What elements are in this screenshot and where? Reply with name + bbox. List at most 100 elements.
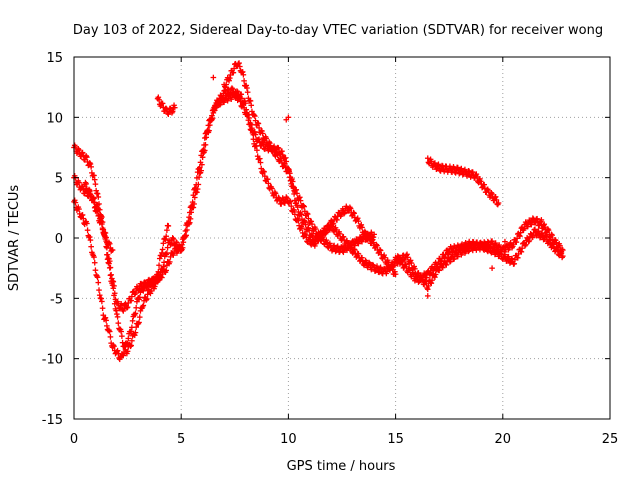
data-point <box>443 262 450 268</box>
data-point <box>485 188 492 194</box>
data-point <box>373 241 380 248</box>
data-point <box>438 259 445 265</box>
data-point <box>131 332 138 339</box>
data-point <box>353 236 360 242</box>
data-point <box>377 246 383 253</box>
data-point <box>240 71 247 78</box>
data-point <box>201 147 208 154</box>
data-point <box>454 253 461 260</box>
data-point <box>407 257 414 264</box>
data-point <box>525 238 532 245</box>
data-point <box>119 333 125 339</box>
data-point <box>442 255 448 261</box>
data-point <box>183 232 190 239</box>
data-point <box>428 280 435 287</box>
data-point <box>392 271 399 277</box>
data-point <box>114 311 120 317</box>
data-point <box>275 145 282 151</box>
data-point <box>377 247 384 254</box>
data-point <box>507 260 513 266</box>
data-point <box>344 247 350 254</box>
data-point <box>302 221 309 228</box>
data-point <box>111 343 117 350</box>
data-point <box>83 181 89 187</box>
data-point <box>432 271 439 278</box>
data-point <box>424 286 431 293</box>
data-point <box>460 246 467 253</box>
data-point <box>407 267 413 274</box>
data-point <box>159 250 165 256</box>
data-point <box>355 251 362 257</box>
data-point <box>79 149 86 156</box>
data-point <box>295 217 302 224</box>
data-point <box>502 238 508 245</box>
data-point <box>143 297 149 303</box>
data-point <box>525 223 531 230</box>
data-point <box>428 158 435 165</box>
data-point <box>243 106 250 113</box>
data-point <box>118 328 124 335</box>
data-point <box>495 200 502 206</box>
data-point <box>537 234 543 241</box>
data-point <box>309 221 315 227</box>
data-point <box>169 108 176 115</box>
data-point <box>263 135 270 142</box>
data-point <box>129 293 135 300</box>
data-point <box>109 282 116 289</box>
data-point <box>106 260 112 267</box>
data-point <box>424 293 431 299</box>
data-point <box>96 287 102 293</box>
data-point <box>94 202 101 208</box>
data-point <box>256 136 262 142</box>
data-point <box>431 265 437 272</box>
data-point <box>171 243 178 249</box>
data-point <box>152 280 159 287</box>
data-point <box>237 63 243 70</box>
data-point <box>404 251 410 258</box>
data-point <box>234 89 241 95</box>
data-point <box>102 230 109 236</box>
data-point <box>279 152 286 158</box>
data-point <box>518 249 525 255</box>
data-point <box>133 304 139 311</box>
data-point <box>148 288 154 294</box>
data-point <box>257 155 263 162</box>
data-point <box>76 206 82 212</box>
data-point <box>545 227 552 233</box>
data-point <box>432 160 438 166</box>
data-point <box>165 111 172 118</box>
data-point <box>285 166 292 172</box>
data-point <box>136 319 142 326</box>
data-point <box>509 255 515 262</box>
data-point <box>87 237 94 243</box>
data-point <box>132 329 139 336</box>
x-tick-label: 5 <box>177 432 185 447</box>
data-point <box>369 261 376 268</box>
data-point <box>391 262 397 269</box>
data-point <box>469 169 476 176</box>
data-point <box>553 239 560 246</box>
x-tick-label: 15 <box>387 432 404 447</box>
data-point <box>99 298 105 305</box>
data-point <box>127 343 134 350</box>
data-point <box>357 234 363 240</box>
data-point <box>340 233 347 240</box>
y-tick-label: -10 <box>42 353 63 368</box>
data-point <box>434 261 441 268</box>
data-point <box>187 216 194 222</box>
data-point <box>93 187 99 194</box>
data-point <box>374 242 380 249</box>
data-point <box>292 197 298 204</box>
data-point <box>124 348 131 355</box>
data-point <box>242 100 249 106</box>
data-point <box>150 275 157 281</box>
data-point <box>515 255 521 261</box>
data-point <box>447 259 453 265</box>
data-point <box>163 267 169 274</box>
data-point <box>99 226 106 233</box>
data-point <box>533 232 540 239</box>
data-point <box>76 179 82 186</box>
data-point <box>539 230 545 236</box>
data-point <box>308 218 315 225</box>
data-point <box>163 233 169 240</box>
